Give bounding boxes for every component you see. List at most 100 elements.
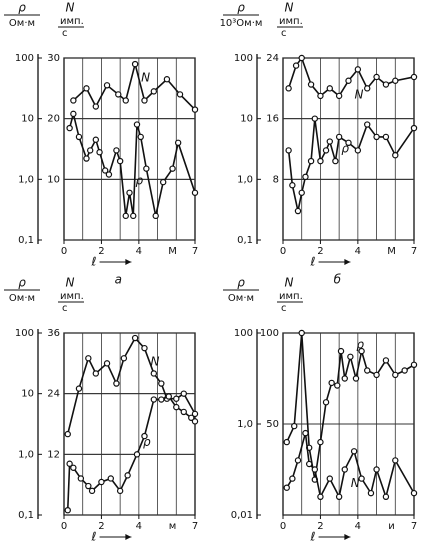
y2-axis-unit: имп. <box>60 16 84 27</box>
data-point <box>392 457 399 464</box>
data-point <box>335 92 343 100</box>
data-point <box>66 460 73 467</box>
x-tick-label: 0 <box>280 246 286 257</box>
data-point <box>322 399 330 406</box>
x-tick-label: 0 <box>61 246 67 257</box>
data-point <box>130 212 137 220</box>
data-point <box>75 133 83 141</box>
data-point <box>66 124 73 132</box>
data-point <box>141 97 148 104</box>
panel-label: б <box>334 273 342 287</box>
data-point <box>88 487 96 495</box>
y-axis-label: ρ <box>237 276 245 290</box>
x-tick-label: 2 <box>98 246 104 257</box>
y2-tick-label: 20 <box>47 114 60 125</box>
data-point <box>382 81 390 88</box>
data-point <box>115 91 122 98</box>
data-point <box>326 475 333 482</box>
data-point <box>174 139 182 147</box>
x-axis-arrowhead <box>344 534 351 540</box>
data-point <box>341 466 348 473</box>
series-name: ρ <box>341 142 349 156</box>
data-point <box>373 133 380 141</box>
data-point <box>289 475 296 482</box>
data-point <box>298 54 305 62</box>
data-point <box>173 403 180 411</box>
y2-axis-unit: имп. <box>279 291 303 302</box>
data-point <box>294 457 302 464</box>
x-tick-label: 7 <box>411 521 417 532</box>
data-point <box>191 418 199 425</box>
data-point <box>158 380 165 387</box>
data-point <box>392 371 399 379</box>
data-point <box>354 147 362 154</box>
data-point <box>83 85 90 92</box>
y-tick-label: 0,1 <box>18 235 34 246</box>
data-point <box>77 475 85 482</box>
y-axis-label: ρ <box>18 1 26 15</box>
data-point <box>285 85 292 92</box>
series-name: N <box>351 476 360 490</box>
data-point <box>191 410 199 418</box>
data-point <box>382 133 390 141</box>
data-point <box>64 506 71 514</box>
y2-tick-label: 30 <box>47 53 60 64</box>
y-tick-label: 0,01 <box>231 510 253 521</box>
data-point <box>373 371 380 379</box>
data-point <box>163 76 171 83</box>
y-tick-label: 100 <box>15 328 34 339</box>
x-axis-label: ℓ <box>90 255 96 269</box>
series-line <box>68 113 196 217</box>
y-tick-label: 10 <box>21 389 34 400</box>
panel-label: в <box>115 548 122 551</box>
x-axis-label: ℓ <box>309 530 315 544</box>
data-point <box>191 189 199 196</box>
series-name: N <box>355 87 364 101</box>
y2-axis-unit: с <box>281 28 287 39</box>
x-tick-label: 4 <box>355 246 361 257</box>
x-tick-label: 7 <box>411 246 417 257</box>
data-point <box>70 464 77 471</box>
x-axis-arrowhead <box>125 534 132 540</box>
data-point <box>86 147 94 154</box>
data-point <box>176 91 184 98</box>
data-point <box>169 165 176 172</box>
data-point <box>180 408 187 416</box>
data-point <box>410 73 418 81</box>
data-point <box>364 121 371 128</box>
data-point <box>150 88 158 95</box>
data-point <box>341 375 348 382</box>
x-axis-unit: М <box>168 246 177 257</box>
x-tick-label: 2 <box>98 521 104 532</box>
y2-tick-label: 50 <box>266 419 279 430</box>
y2-axis-unit: с <box>62 303 68 314</box>
data-point <box>373 466 380 473</box>
data-point <box>322 147 330 154</box>
data-point <box>292 62 300 69</box>
data-point <box>345 77 352 84</box>
data-point <box>152 212 159 220</box>
series-name: N <box>141 71 150 85</box>
data-point <box>352 375 360 382</box>
x-tick-label: 2 <box>317 246 323 257</box>
data-point <box>302 173 309 181</box>
data-point <box>150 370 158 377</box>
y-tick-label: 1,0 <box>18 174 34 185</box>
data-point <box>311 115 319 122</box>
data-point <box>307 81 315 88</box>
data-point <box>137 133 144 141</box>
data-point <box>133 451 141 458</box>
y-tick-label: 1,0 <box>18 449 34 460</box>
data-point <box>150 396 158 403</box>
data-point <box>141 432 148 440</box>
data-point <box>188 414 195 422</box>
y-axis-unit: Ом·м <box>228 293 254 304</box>
panel-label: а <box>115 273 122 287</box>
y2-axis-label: N <box>285 1 294 15</box>
data-point <box>113 147 120 154</box>
data-point <box>141 344 148 352</box>
series-line <box>72 63 196 111</box>
